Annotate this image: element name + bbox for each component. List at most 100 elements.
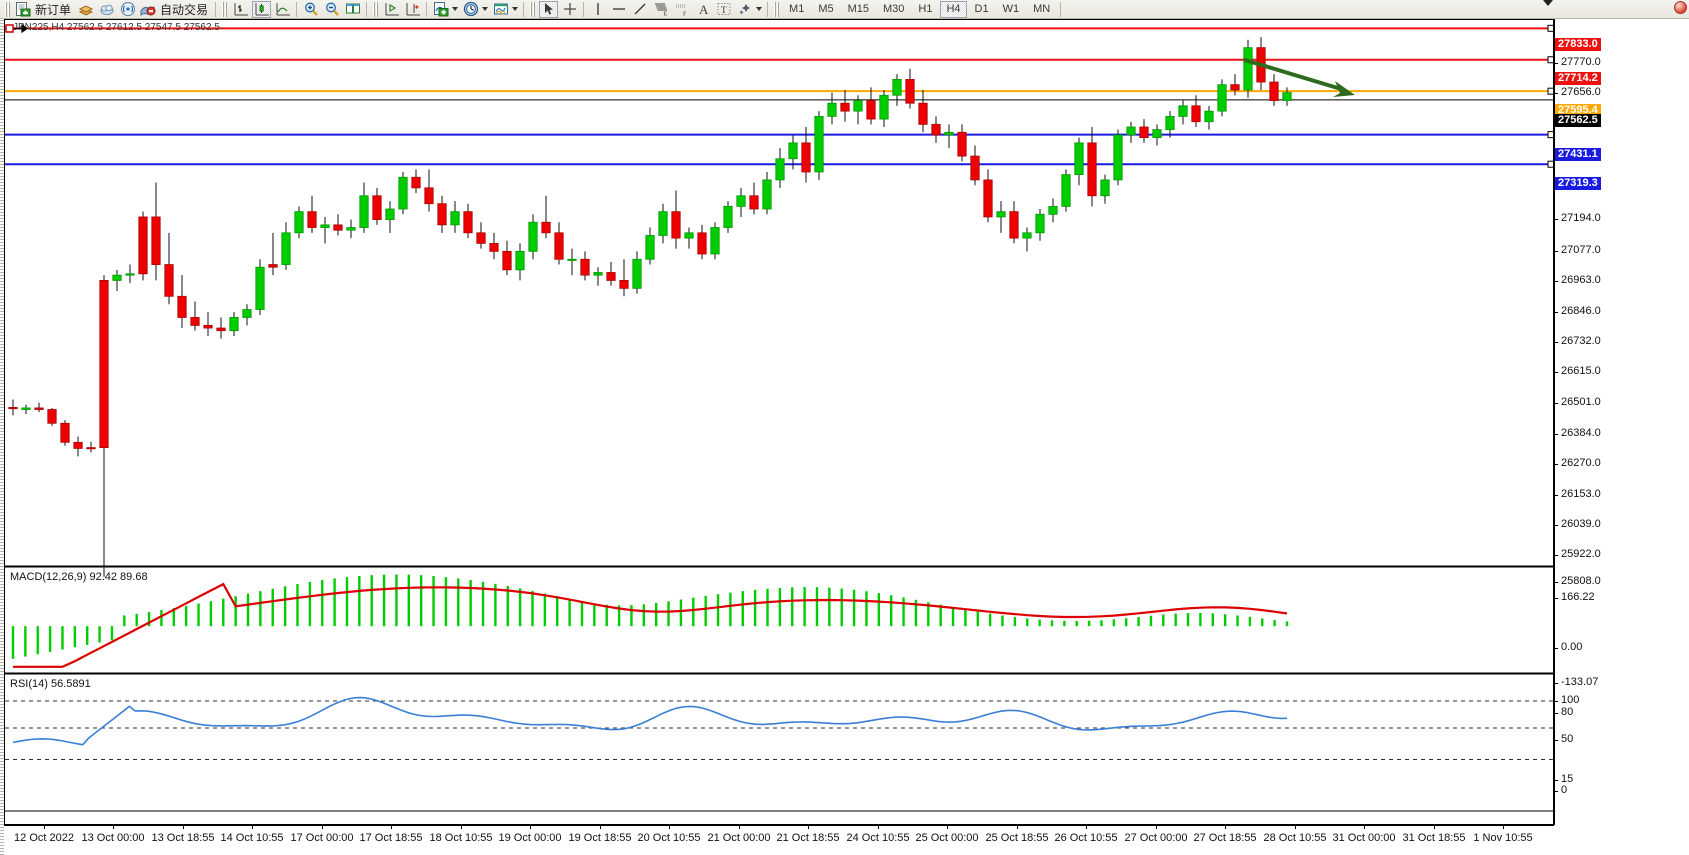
candle-body[interactable] [723, 205, 733, 228]
candle-body[interactable] [294, 211, 304, 234]
candle-body[interactable] [1035, 213, 1045, 234]
signals-button[interactable] [118, 1, 137, 18]
candle-body[interactable] [671, 211, 681, 239]
candle-body[interactable] [450, 211, 460, 226]
line-handle-support-lower[interactable] [1547, 160, 1554, 168]
trendline-tool-button[interactable] [630, 1, 649, 18]
indicators-dropdown-caret[interactable] [452, 7, 459, 11]
line-handle-resistance-lower[interactable] [1547, 56, 1554, 64]
candle-body[interactable] [229, 317, 239, 332]
candle-body[interactable] [580, 258, 590, 276]
timeframe-button-w1[interactable]: W1 [997, 1, 1026, 18]
candle-body[interactable] [177, 295, 187, 318]
candlestick-chart-button[interactable] [252, 0, 272, 18]
candle-body[interactable] [320, 224, 330, 228]
candle-body[interactable] [489, 242, 499, 252]
candle-body[interactable] [424, 187, 434, 205]
candle-body[interactable] [307, 211, 317, 228]
candle-body[interactable] [346, 227, 356, 231]
candle-body[interactable] [645, 235, 655, 260]
templates-button[interactable] [491, 1, 510, 18]
chart-plot-area[interactable]: JPN225,H4 27562.5 27612.5 27547.5 27562.… [4, 19, 1554, 825]
bar-chart-button[interactable] [231, 1, 250, 18]
candle-body[interactable] [515, 250, 525, 271]
candle-body[interactable] [203, 324, 213, 329]
candle-body[interactable] [879, 94, 889, 120]
candle-body[interactable] [684, 232, 694, 239]
candle-body[interactable] [333, 224, 343, 231]
candle-body[interactable] [164, 264, 174, 297]
candle-body[interactable] [1100, 179, 1110, 197]
candle-body[interactable] [385, 208, 395, 220]
templates-dropdown-caret[interactable] [512, 7, 519, 11]
close-window-button[interactable] [1674, 1, 1687, 14]
timeframe-button-h4[interactable]: H4 [940, 0, 967, 18]
line-handle-support-upper[interactable] [1547, 131, 1554, 139]
candle-body[interactable] [359, 195, 369, 228]
candle-body[interactable] [242, 309, 252, 318]
line-chart-button[interactable] [273, 1, 292, 18]
chart-dropdown-caret[interactable] [1543, 0, 1553, 6]
vertical-line-tool-button[interactable] [588, 1, 607, 18]
indicators-button[interactable] [431, 1, 450, 18]
periods-dropdown-caret[interactable] [482, 7, 489, 11]
candle-body[interactable] [1152, 129, 1162, 138]
new-order-button[interactable]: 新订单 [14, 1, 74, 18]
toolbar-grip-standard[interactable] [5, 1, 10, 17]
candle-body[interactable] [86, 447, 96, 450]
candle-body[interactable] [931, 123, 941, 136]
timeframe-button-m5[interactable]: M5 [812, 1, 839, 18]
line-handle-resistance-upper[interactable] [1547, 24, 1554, 32]
candle-body[interactable] [1230, 84, 1240, 91]
candle-body[interactable] [463, 211, 473, 234]
candle-body[interactable] [658, 211, 668, 236]
periods-button[interactable] [461, 1, 480, 18]
candle-body[interactable] [281, 232, 291, 265]
candle-body[interactable] [567, 258, 577, 261]
candle-body[interactable] [1113, 134, 1123, 181]
horizontal-line-tool-button[interactable] [609, 1, 628, 18]
cursor-tool-button[interactable] [539, 0, 559, 18]
candle-body[interactable] [788, 142, 798, 160]
candle-body[interactable] [697, 232, 707, 255]
candle-body[interactable] [8, 407, 18, 410]
crosshair-tool-button[interactable] [560, 1, 579, 18]
candle-body[interactable] [606, 272, 616, 281]
candle-body[interactable] [1048, 205, 1058, 215]
candle-body[interactable] [34, 407, 44, 410]
price-scale[interactable]: 27770.027656.027539.027425.027308.027194… [1554, 19, 1689, 825]
text-box-tool-button[interactable]: T [714, 1, 733, 18]
candle-body[interactable] [710, 227, 720, 255]
chart-left-grip[interactable] [0, 19, 4, 855]
candle-body[interactable] [632, 258, 642, 289]
candle-body[interactable] [918, 102, 928, 125]
tile-windows-button[interactable] [343, 1, 362, 18]
candle-body[interactable] [827, 102, 837, 117]
candle-body[interactable] [1191, 105, 1201, 123]
timeframe-button-m30[interactable]: M30 [877, 1, 910, 18]
auto-trading-button[interactable]: 自动交易 [139, 1, 211, 18]
candle-body[interactable] [775, 158, 785, 181]
candle-body[interactable] [593, 272, 603, 276]
candle-body[interactable] [190, 317, 200, 326]
candle-body[interactable] [99, 280, 109, 449]
candle-body[interactable] [801, 142, 811, 173]
candle-body[interactable] [47, 409, 57, 424]
candle-body[interactable] [944, 131, 954, 136]
time-scale[interactable]: 12 Oct 2022 13 Oct 00:00 13 Oct 18:55 14 Oc… [4, 825, 1689, 855]
candle-body[interactable] [866, 100, 876, 120]
candle-body[interactable] [970, 155, 980, 181]
candle-body[interactable] [1178, 105, 1188, 117]
cloud-terminal-button[interactable] [97, 1, 116, 18]
toolbar-grip-scroll[interactable] [373, 1, 379, 17]
toolbar-grip-timeframes[interactable] [774, 1, 780, 17]
candle-body[interactable] [73, 441, 83, 449]
candle-body[interactable] [814, 116, 824, 173]
candle-body[interactable] [216, 327, 226, 332]
candle-body[interactable] [736, 195, 746, 207]
chart-shift-button[interactable] [403, 1, 422, 18]
timeframe-button-d1[interactable]: D1 [969, 1, 995, 18]
candle-body[interactable] [21, 407, 31, 410]
toolbar-grip-line-studies[interactable] [530, 1, 536, 17]
toolbar-grip-charts[interactable] [222, 1, 228, 17]
